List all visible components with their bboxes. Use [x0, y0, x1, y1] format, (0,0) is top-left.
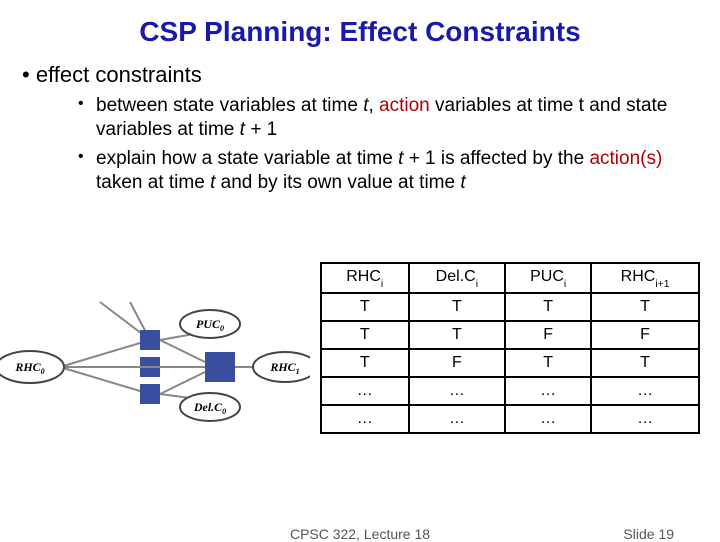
- csp-diagram-svg: PUC0 Del.C0 RHC0 RHC1: [0, 292, 310, 432]
- svg-text:RHC1: RHC1: [269, 360, 299, 376]
- cell: T: [321, 293, 409, 321]
- col-delci: Del.Ci: [409, 263, 506, 293]
- cell: …: [321, 377, 409, 405]
- var-tplus: t +: [398, 148, 425, 169]
- cell: F: [591, 321, 699, 349]
- cell: T: [321, 349, 409, 377]
- action-word: action: [379, 95, 430, 116]
- sub-bullet-list: between state variables at time t, actio…: [78, 94, 680, 195]
- actions-word: action(s): [589, 148, 662, 169]
- cell: …: [591, 377, 699, 405]
- table-body: T T T T T T F F T F T T …: [321, 293, 699, 433]
- text: is affected by the: [436, 148, 590, 169]
- cell: T: [409, 293, 506, 321]
- svg-text:PUC0: PUC0: [196, 317, 224, 333]
- cell: F: [505, 321, 591, 349]
- col-rhci: RHCi: [321, 263, 409, 293]
- table-row: T T F F: [321, 321, 699, 349]
- text: and by its own value at time: [215, 172, 460, 193]
- text: between state variables at time: [96, 95, 363, 116]
- table-row: … … … …: [321, 377, 699, 405]
- effect-table: RHCi Del.Ci PUCi RHCi+1 T T T T T T F F: [320, 262, 700, 434]
- one: 1: [425, 148, 436, 169]
- cell: T: [591, 349, 699, 377]
- cell: …: [505, 405, 591, 433]
- table-row: … … … …: [321, 405, 699, 433]
- truth-table: RHCi Del.Ci PUCi RHCi+1 T T T T T T F F: [320, 262, 700, 434]
- col-rhci1: RHCi+1: [591, 263, 699, 293]
- diagram: PUC0 Del.C0 RHC0 RHC1: [0, 292, 310, 432]
- text: taken at time: [96, 172, 210, 193]
- cell: …: [409, 377, 506, 405]
- cell: T: [505, 349, 591, 377]
- main-bullet: effect constraints: [22, 62, 700, 88]
- cell: T: [409, 321, 506, 349]
- table-row: T T T T: [321, 293, 699, 321]
- cell: T: [321, 321, 409, 349]
- table-row: T F T T: [321, 349, 699, 377]
- text: ,: [368, 95, 379, 116]
- sub-bullet-1: between state variables at time t, actio…: [78, 94, 680, 143]
- cell: …: [591, 405, 699, 433]
- cell: T: [591, 293, 699, 321]
- table-header-row: RHCi Del.Ci PUCi RHCi+1: [321, 263, 699, 293]
- svg-text:Del.C0: Del.C0: [193, 400, 226, 416]
- one: 1: [267, 119, 278, 140]
- slide-title: CSP Planning: Effect Constraints: [20, 16, 700, 48]
- cell: F: [409, 349, 506, 377]
- cell: …: [321, 405, 409, 433]
- text: explain how a state variable at time: [96, 148, 398, 169]
- slide: CSP Planning: Effect Constraints effect …: [0, 0, 720, 540]
- col-puci: PUCi: [505, 263, 591, 293]
- sub-bullet-2: explain how a state variable at time t +…: [78, 147, 680, 196]
- svg-text:RHC0: RHC0: [14, 360, 44, 376]
- cell: …: [505, 377, 591, 405]
- var-tplus: t +: [240, 119, 267, 140]
- cell: …: [409, 405, 506, 433]
- cell: T: [505, 293, 591, 321]
- var-t: t: [460, 172, 465, 193]
